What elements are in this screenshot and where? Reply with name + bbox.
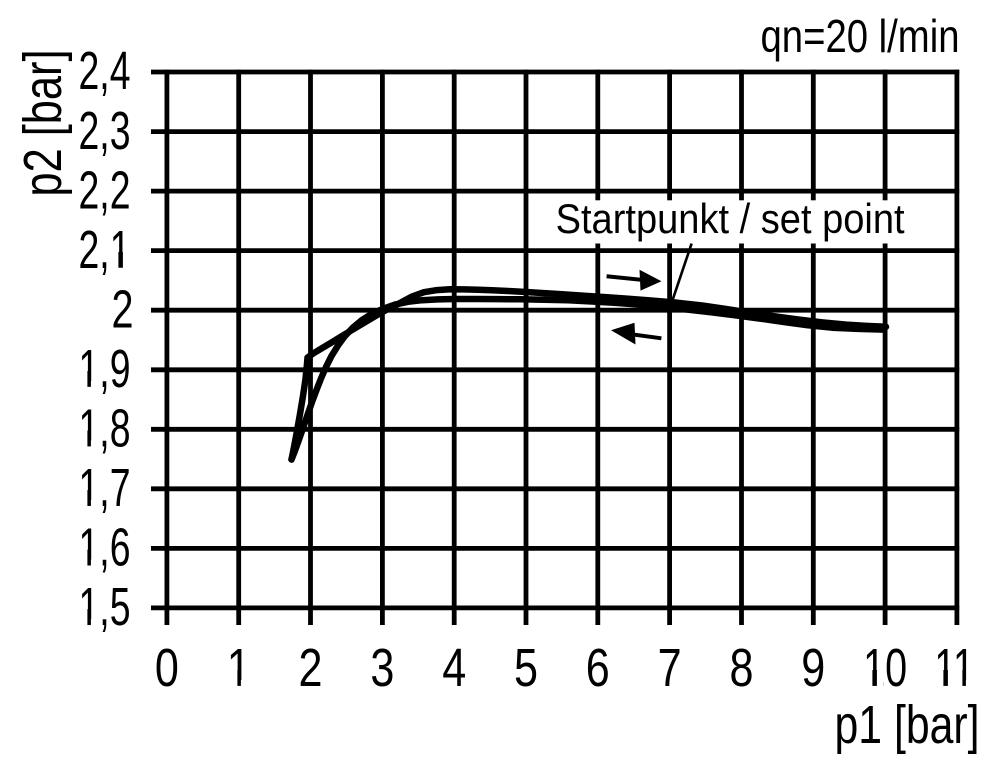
svg-text:9: 9 xyxy=(801,638,825,698)
svg-text:p2 [bar]: p2 [bar] xyxy=(13,50,73,197)
svg-text:2,2: 2,2 xyxy=(79,160,131,220)
svg-text:3: 3 xyxy=(370,638,394,698)
svg-text:1: 1 xyxy=(227,638,251,698)
svg-text:8: 8 xyxy=(730,638,754,698)
svg-text:2,1: 2,1 xyxy=(79,220,131,280)
svg-text:1,8: 1,8 xyxy=(79,399,131,459)
svg-text:10: 10 xyxy=(863,638,907,698)
svg-text:p1 [bar]: p1 [bar] xyxy=(835,695,980,755)
svg-text:6: 6 xyxy=(586,638,610,698)
svg-text:1,7: 1,7 xyxy=(79,458,131,518)
svg-text:4: 4 xyxy=(442,638,466,698)
svg-text:2,4: 2,4 xyxy=(79,41,131,101)
svg-text:2: 2 xyxy=(299,638,323,698)
svg-text:0: 0 xyxy=(155,638,179,698)
svg-text:2,3: 2,3 xyxy=(79,101,131,161)
svg-text:1,9: 1,9 xyxy=(79,339,131,399)
svg-text:1,6: 1,6 xyxy=(79,518,131,578)
svg-text:2: 2 xyxy=(112,279,134,339)
svg-text:5: 5 xyxy=(514,638,538,698)
svg-text:11: 11 xyxy=(934,638,974,698)
svg-text:7: 7 xyxy=(658,638,682,698)
svg-text:1,5: 1,5 xyxy=(79,577,131,637)
svg-text:qn=20 l/min: qn=20 l/min xyxy=(761,10,960,62)
svg-text:Startpunkt / set point: Startpunkt / set point xyxy=(556,195,905,242)
